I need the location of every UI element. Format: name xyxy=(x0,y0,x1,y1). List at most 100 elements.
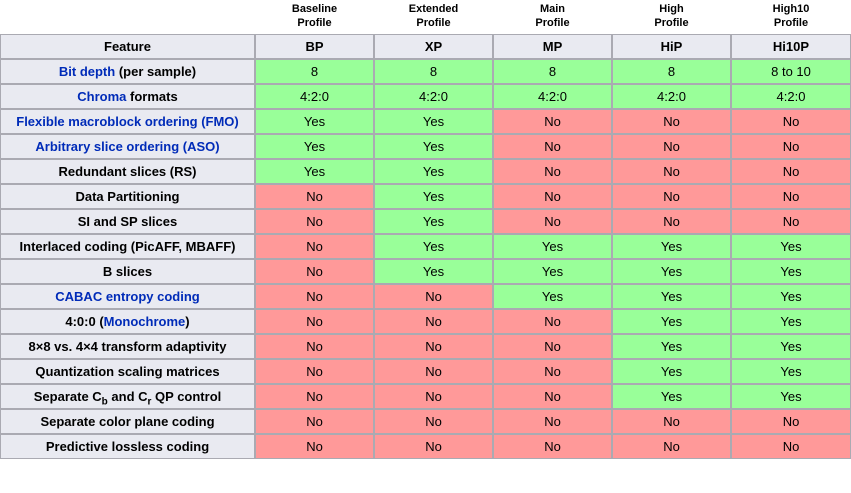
feature-column-header: Feature xyxy=(0,33,255,59)
table-row: B slices No Yes Yes Yes Yes xyxy=(0,258,851,284)
value-cell-no: No xyxy=(612,183,731,209)
value-cell-no: No xyxy=(255,433,374,459)
table-row: 4:0:0 (Monochrome) No No No Yes Yes xyxy=(0,308,851,334)
value-cell-yes: Yes xyxy=(374,183,493,209)
value-cell-no: No xyxy=(255,333,374,359)
feature-text: B slices xyxy=(102,263,153,279)
table-row: Separate Cb and Cr QP control No No No Yes Ye… xyxy=(0,383,851,409)
feature-link[interactable]: CABAC entropy coding xyxy=(55,288,200,304)
value-cell-yes: Yes xyxy=(374,233,493,259)
profile-abbr-hi10p: Hi10P xyxy=(731,33,851,59)
feature-text: QP control xyxy=(151,388,222,404)
blank-corner xyxy=(0,0,255,34)
value-cell-no: No xyxy=(374,433,493,459)
table-row: Quantization scaling matrices No No No Yes Ye… xyxy=(0,358,851,384)
value-cell-yes: Yes xyxy=(493,258,612,284)
value-cell-no: No xyxy=(255,208,374,234)
profile-abbr-hip: HiP xyxy=(612,33,731,59)
table-row: Interlaced coding (PicAFF, MBAFF) No Yes Ye… xyxy=(0,233,851,259)
value-cell-no: No xyxy=(493,108,612,134)
value-cell-no: No xyxy=(731,108,851,134)
feature-text: Data Partitioning xyxy=(75,188,180,204)
value-cell-yes: 8 xyxy=(493,58,612,84)
feature-text: SI and SP slices xyxy=(77,213,178,229)
feature-link[interactable]: Bit depth xyxy=(58,63,116,79)
value-cell-no: No xyxy=(731,208,851,234)
value-cell-no: No xyxy=(374,333,493,359)
feature-label: Flexible macroblock ordering (FMO) xyxy=(0,108,255,134)
value-cell-yes: Yes xyxy=(255,158,374,184)
value-cell-no: No xyxy=(255,383,374,409)
profile-abbr-xp: XP xyxy=(374,33,493,59)
feature-label: B slices xyxy=(0,258,255,284)
value-cell-no: No xyxy=(255,358,374,384)
value-cell-yes: 4:2:0 xyxy=(493,83,612,109)
profile-abbr-bp: BP xyxy=(255,33,374,59)
value-cell-no: No xyxy=(255,258,374,284)
feature-label: Arbitrary slice ordering (ASO) xyxy=(0,133,255,159)
value-cell-no: No xyxy=(255,308,374,334)
value-cell-yes: Yes xyxy=(731,233,851,259)
feature-link[interactable]: Chroma xyxy=(77,88,127,104)
feature-label: Separate Cb and Cr QP control xyxy=(0,383,255,409)
value-cell-yes: 4:2:0 xyxy=(255,83,374,109)
table-row: SI and SP slices No Yes No No No xyxy=(0,208,851,234)
value-cell-no: No xyxy=(374,408,493,434)
table-row: CABAC entropy coding No No Yes Yes Yes xyxy=(0,283,851,309)
value-cell-yes: Yes xyxy=(731,358,851,384)
table-row: 8×8 vs. 4×4 transform adaptivity No No No Ye… xyxy=(0,333,851,359)
abbr-header-row: Feature BP XP MP HiP Hi10P xyxy=(0,33,851,59)
feature-label: Bit depth (per sample) xyxy=(0,58,255,84)
profile-name-baseline: Baseline Profile xyxy=(255,0,374,34)
feature-text: 8×8 vs. 4×4 transform adaptivity xyxy=(28,338,227,354)
feature-text: Separate C xyxy=(33,388,102,404)
value-cell-yes: Yes xyxy=(255,133,374,159)
feature-text: and C xyxy=(107,388,148,404)
feature-link[interactable]: Flexible macroblock ordering (FMO) xyxy=(16,113,239,129)
subscript-text: r xyxy=(147,396,152,408)
value-cell-yes: Yes xyxy=(374,258,493,284)
value-cell-yes: Yes xyxy=(255,108,374,134)
feature-link[interactable]: Monochrome xyxy=(103,313,186,329)
feature-text: Redundant slices (RS) xyxy=(58,163,197,179)
feature-text: formats xyxy=(126,88,178,104)
value-cell-yes: Yes xyxy=(731,333,851,359)
profile-comparison-container: Baseline Profile Extended Profile Main P… xyxy=(0,0,851,459)
value-cell-no: No xyxy=(612,208,731,234)
value-cell-no: No xyxy=(493,383,612,409)
feature-label: Separate color plane coding xyxy=(0,408,255,434)
value-cell-yes: Yes xyxy=(612,358,731,384)
value-cell-no: No xyxy=(374,383,493,409)
feature-text: Predictive lossless coding xyxy=(45,438,210,454)
value-cell-yes: Yes xyxy=(731,308,851,334)
value-cell-no: No xyxy=(374,358,493,384)
value-cell-no: No xyxy=(612,408,731,434)
value-cell-yes: 8 xyxy=(374,58,493,84)
value-cell-yes: Yes xyxy=(374,133,493,159)
value-cell-no: No xyxy=(493,333,612,359)
feature-link[interactable]: Arbitrary slice ordering (ASO) xyxy=(35,138,220,154)
value-cell-no: No xyxy=(493,158,612,184)
value-cell-no: No xyxy=(374,308,493,334)
table-row: Predictive lossless coding No No No No No xyxy=(0,433,851,459)
profile-names-row: Baseline Profile Extended Profile Main P… xyxy=(0,0,851,34)
value-cell-yes: Yes xyxy=(731,383,851,409)
value-cell-yes: Yes xyxy=(493,233,612,259)
value-cell-yes: Yes xyxy=(374,108,493,134)
table-body: Bit depth (per sample) 8 8 8 8 8 to 10 Chroma … xyxy=(0,58,851,459)
feature-text: Interlaced coding (PicAFF, MBAFF) xyxy=(19,238,236,254)
profiles-table: Baseline Profile Extended Profile Main P… xyxy=(0,0,851,459)
value-cell-no: No xyxy=(731,133,851,159)
value-cell-no: No xyxy=(493,133,612,159)
feature-text: (per sample) xyxy=(115,63,197,79)
feature-label: Data Partitioning xyxy=(0,183,255,209)
value-cell-yes: Yes xyxy=(731,258,851,284)
value-cell-yes: Yes xyxy=(612,283,731,309)
feature-label: Predictive lossless coding xyxy=(0,433,255,459)
value-cell-no: No xyxy=(612,433,731,459)
value-cell-yes: 8 xyxy=(255,58,374,84)
table-row: Arbitrary slice ordering (ASO) Yes Yes No No… xyxy=(0,133,851,159)
value-cell-yes: 8 to 10 xyxy=(731,58,851,84)
subscript-text: b xyxy=(101,396,108,408)
value-cell-yes: Yes xyxy=(612,258,731,284)
